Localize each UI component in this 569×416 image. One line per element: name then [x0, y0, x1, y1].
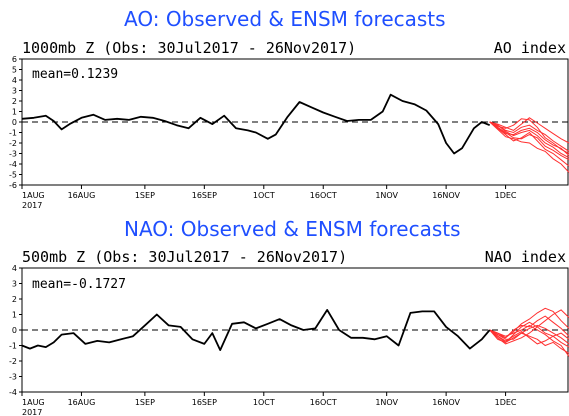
- ao-x-tick-label: 1NOV: [375, 191, 398, 200]
- ao-y-tick-label: 3: [12, 87, 17, 96]
- ao-forecast-member-1: [489, 121, 569, 161]
- nao-observed-line: [21, 308, 491, 352]
- ao-y-tick-label: -6: [9, 181, 17, 190]
- nao-x-tick-label: 1NOV: [375, 398, 398, 407]
- ao-chart-title: AO: Observed & ENSM forecasts: [124, 7, 446, 31]
- ao-forecast-member-6: [489, 117, 569, 144]
- ao-y-tick-label: 2: [12, 97, 17, 106]
- ao-y-tick-label: 5: [12, 66, 17, 75]
- ao-x-tick-label: 1OCT: [253, 191, 275, 200]
- nao-x-tick-label: 1AUG: [22, 398, 45, 407]
- nao-x-tick-label: 16AUG: [68, 398, 96, 407]
- nao-forecast-member-8: [489, 307, 569, 339]
- nao-y-tick-label: 0: [12, 326, 17, 335]
- ao-x-tick-label: 1AUG: [22, 191, 45, 200]
- ao-y-tick-label: 6: [12, 55, 17, 64]
- nao-x-tick-label: 1SEP: [135, 398, 155, 407]
- ao-x-tick-label: 16SEP: [192, 191, 217, 200]
- ao-x-tick-label: 16NOV: [432, 191, 460, 200]
- nao-index-label: NAO index: [485, 248, 566, 266]
- nao-x-tick-label: 16NOV: [432, 398, 460, 407]
- ao-forecast-member-8: [489, 121, 569, 159]
- ao-forecast-member-7: [489, 121, 569, 156]
- nao-forecast-member-5: [489, 329, 569, 348]
- ao-chart-subtitle: 1000mb Z (Obs: 30Jul2017 - 26Nov2017): [22, 39, 356, 57]
- nao-x-year-label: 2017: [22, 408, 42, 416]
- ao-observed-line: [21, 93, 491, 155]
- ao-forecast-member-4: [489, 118, 569, 154]
- nao-y-tick-label: -4: [9, 388, 17, 397]
- ao-forecast-member-2: [489, 121, 569, 152]
- nao-x-tick-label: 16OCT: [310, 398, 337, 407]
- nao-forecast-member-1: [489, 329, 569, 354]
- ao-x-tick-label: 1DEC: [495, 191, 517, 200]
- ao-y-tick-label: 0: [12, 118, 17, 127]
- nao-mean-label: mean=-0.1727: [32, 277, 126, 292]
- ao-y-tick-label: 4: [12, 76, 17, 85]
- ao-x-year-label: 2017: [22, 201, 42, 210]
- nao-x-tick-label: 1DEC: [495, 398, 517, 407]
- ao-y-tick-label: -3: [9, 150, 17, 159]
- ao-forecast-member-3: [489, 121, 569, 167]
- ao-y-tick-label: -4: [9, 160, 17, 169]
- ao-forecast-member-5: [489, 121, 569, 173]
- ao-y-tick-label: -2: [9, 139, 17, 148]
- nao-forecast-member-4: [489, 324, 569, 357]
- nao-y-tick-label: 3: [12, 280, 17, 289]
- nao-y-tick-label: 4: [12, 264, 17, 273]
- ao-index-label: AO index: [494, 39, 566, 57]
- ao-x-tick-label: 16OCT: [310, 191, 337, 200]
- nao-x-tick-label: 16SEP: [192, 398, 217, 407]
- nao-chart-title: NAO: Observed & ENSM forecasts: [124, 217, 461, 241]
- nao-forecast-member-7: [489, 321, 569, 343]
- nao-x-tick-label: 1OCT: [253, 398, 275, 407]
- nao-y-tick-label: 2: [12, 295, 17, 304]
- nao-y-tick-label: -3: [9, 373, 17, 382]
- ao-y-tick-label: -5: [9, 171, 17, 180]
- ao-y-tick-label: -1: [9, 129, 17, 138]
- ao-x-tick-label: 16AUG: [68, 191, 96, 200]
- ao-mean-label: mean=0.1239: [32, 67, 118, 82]
- nao-y-tick-label: 1: [12, 311, 17, 320]
- nao-panel: NAO: Observed & ENSM forecasts 500mb Z (O…: [9, 217, 569, 416]
- nao-chart-subtitle: 500mb Z (Obs: 30Jul2017 - 26Nov2017): [22, 248, 347, 266]
- ao-panel: AO: Observed & ENSM forecasts 1000mb Z (O…: [9, 7, 569, 210]
- ao-y-tick-label: 1: [12, 108, 17, 117]
- nao-y-tick-label: -2: [9, 357, 17, 366]
- ao-x-tick-label: 1SEP: [135, 191, 155, 200]
- nao-y-tick-label: -1: [9, 342, 17, 351]
